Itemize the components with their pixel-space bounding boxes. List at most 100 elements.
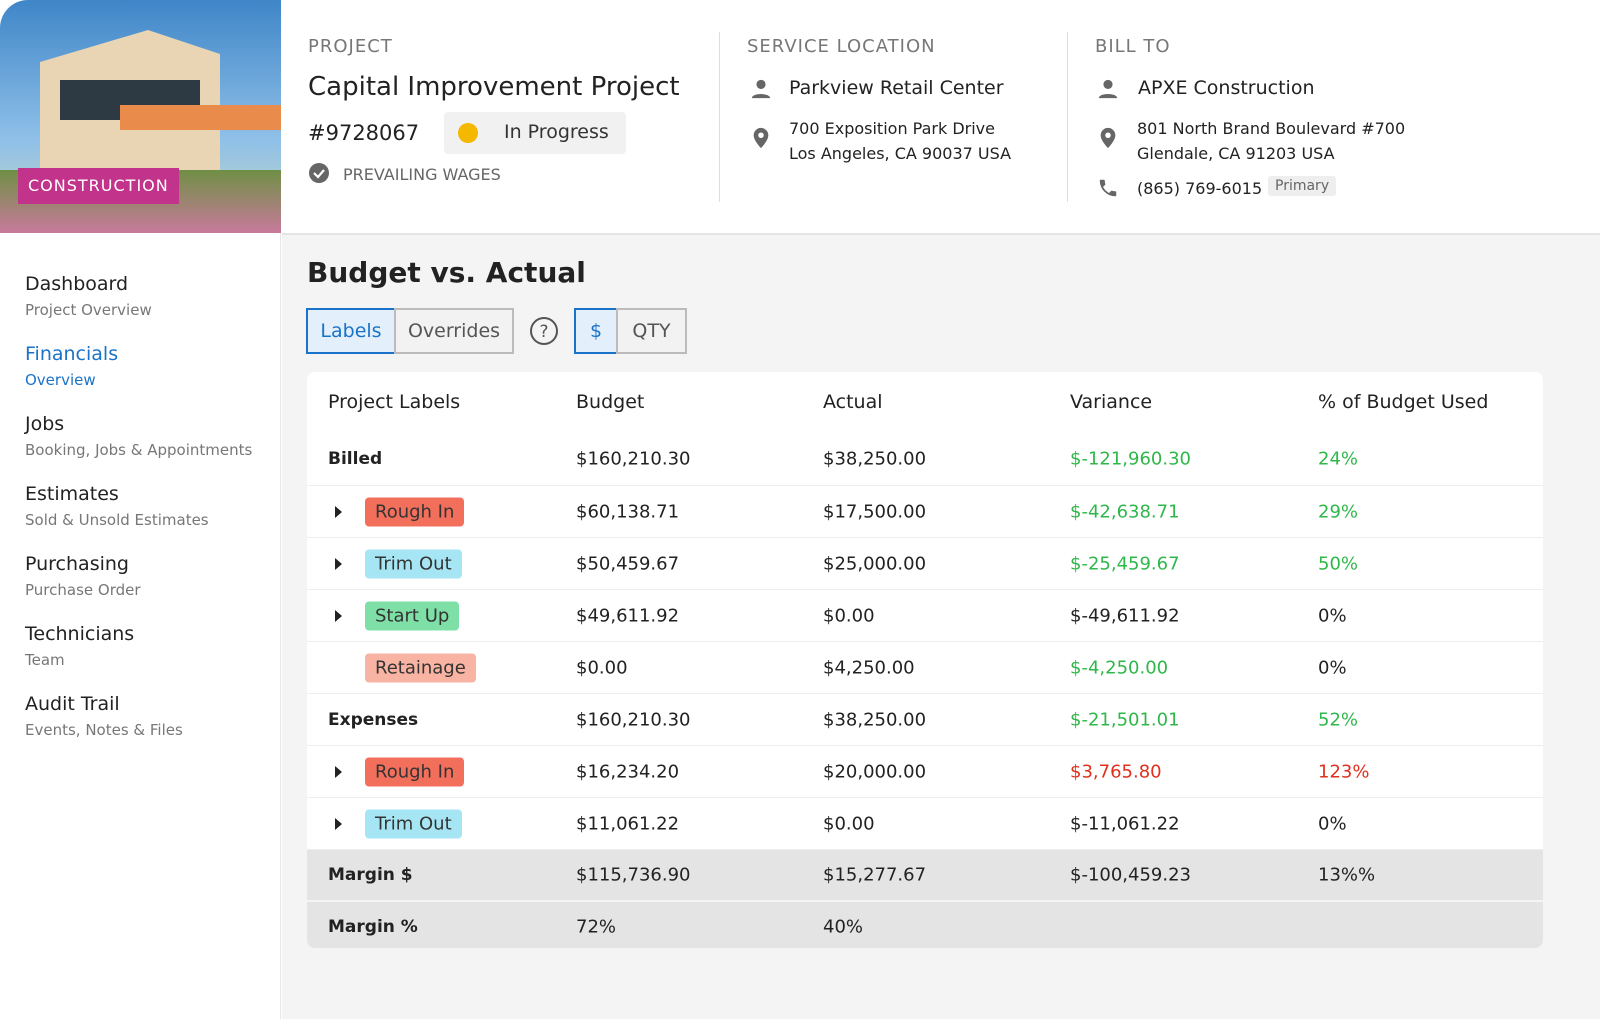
cell-value: $-42,638.71 [1070, 501, 1180, 522]
address-line: 801 North Brand Boulevard #700 [1137, 119, 1406, 138]
nav-item[interactable]: Technicians Team [25, 623, 134, 669]
person-icon [1098, 79, 1118, 99]
cell-value: $3,765.80 [1070, 761, 1162, 782]
column-header: Budget [576, 391, 645, 413]
table-row: Trim Out $50,459.67 $25,000.00 $-25,459.67 5… [307, 538, 1543, 590]
nav-title: Technicians [25, 623, 135, 645]
pin-icon [753, 127, 769, 149]
tab[interactable]: Labels [306, 308, 396, 354]
cell-value: $-11,061.22 [1070, 813, 1180, 834]
category-badge: CONSTRUCTION [18, 168, 179, 204]
nav-item[interactable]: Dashboard Project Overview [25, 273, 152, 319]
project-number: #9728067 [308, 121, 420, 145]
nav-item[interactable]: Audit Trail Events, Notes & Files [25, 693, 183, 739]
column-header: Actual [823, 391, 883, 413]
check-icon [309, 163, 329, 183]
nav-item[interactable]: Financials Overview [25, 343, 118, 389]
location-name: Parkview Retail Center [789, 77, 1004, 99]
cell-value: $-4,250.00 [1070, 657, 1169, 678]
column-header: % of Budget Used [1318, 391, 1489, 413]
table-row: Rough In $16,234.20 $20,000.00 $3,765.80 123… [307, 746, 1543, 798]
expand-caret[interactable] [335, 557, 342, 570]
cell-value: $0.00 [823, 605, 875, 626]
bill-name: APXE Construction [1138, 77, 1315, 99]
cell-value: $38,250.00 [823, 709, 927, 730]
nav-item[interactable]: Estimates Sold & Unsold Estimates [25, 483, 209, 529]
svg-text:?: ? [539, 322, 548, 342]
status: In Progress [504, 121, 609, 143]
cell-value: $60,138.71 [576, 501, 680, 522]
address-line: Glendale, CA 91203 USA [1137, 144, 1335, 163]
table-row: Rough In $60,138.71 $17,500.00 $-42,638.71 2… [307, 486, 1543, 538]
cell-value: $115,736.90 [576, 864, 691, 886]
cell-value: 72% [576, 916, 617, 938]
cell-value: $-21,501.01 [1070, 709, 1180, 730]
header-row: Project Labels Budget Actual Variance % of B… [307, 372, 1543, 432]
cell-value: 13%% [1318, 864, 1376, 886]
cell-value: 123% [1318, 761, 1370, 782]
cell-value: $17,500.00 [823, 501, 927, 522]
nav-subtitle: Overview [25, 371, 96, 389]
person-icon [751, 79, 771, 99]
expand-caret[interactable] [335, 817, 342, 830]
cell-value: $0.00 [823, 813, 875, 834]
nav-subtitle: Booking, Jobs & Appointments [25, 441, 253, 459]
cell-value: 40% [823, 916, 864, 938]
cell-value: $25,000.00 [823, 553, 927, 574]
row-label: Billed [328, 448, 383, 469]
phone-tag: Primary [1268, 176, 1337, 196]
unit-toggle[interactable]: $ [574, 308, 618, 354]
cell-value: 24% [1318, 448, 1359, 469]
nav-item[interactable]: Jobs Booking, Jobs & Appointments [25, 413, 252, 459]
nav-title: Purchasing [25, 553, 129, 575]
section-title: Budget vs. Actual [307, 256, 586, 289]
cell-value: $160,210.30 [576, 448, 691, 469]
expand-caret[interactable] [335, 765, 342, 778]
bill-heading: BILL TO [1095, 36, 1171, 57]
cell-value: $15,277.67 [823, 864, 927, 886]
location-heading: SERVICE LOCATION [747, 36, 936, 57]
wages-flag: PREVAILING WAGES [343, 165, 501, 184]
expand-caret[interactable] [335, 609, 342, 622]
row-label: Margin $ [328, 865, 413, 885]
cell-value: $-49,611.92 [1070, 605, 1180, 626]
status-pill: In Progress [444, 112, 626, 154]
help-icon[interactable]: ? [529, 316, 559, 346]
cell-value: $-121,960.30 [1070, 448, 1192, 469]
cell-value: $50,459.67 [576, 553, 680, 574]
label-tag: Retainage [365, 653, 476, 682]
phone[interactable]: (865) 769-6015 [1137, 179, 1263, 198]
divider [1067, 32, 1068, 202]
unit-toggle[interactable]: QTY [616, 308, 687, 354]
divider [719, 32, 720, 202]
cell-value: $11,061.22 [576, 813, 680, 834]
cell-value: 0% [1318, 605, 1347, 626]
table-row: Billed $160,210.30 $38,250.00 $-121,960.30 2… [307, 432, 1543, 486]
table-row: Retainage $0.00 $4,250.00 $-4,250.00 0% [307, 642, 1543, 694]
address-line: Los Angeles, CA 90037 USA [789, 144, 1012, 163]
project-heading: PROJECT [308, 36, 393, 57]
address-line: 700 Exposition Park Drive [789, 119, 995, 138]
project-name: Capital Improvement Project [308, 72, 680, 102]
cell-value: $20,000.00 [823, 761, 927, 782]
label-tag: Trim Out [365, 549, 462, 578]
cell-value: $16,234.20 [576, 761, 680, 782]
cell-value: 0% [1318, 657, 1347, 678]
cell-value: 50% [1318, 553, 1359, 574]
nav-subtitle: Team [25, 651, 65, 669]
sidebar: Dashboard Project Overview Financials Overv… [0, 233, 281, 1019]
bill-address: 801 North Brand Boulevard #700 Glendale, … [1137, 116, 1405, 166]
nav-subtitle: Events, Notes & Files [25, 721, 183, 739]
nav-item[interactable]: Purchasing Purchase Order [25, 553, 141, 599]
expand-caret[interactable] [335, 505, 342, 518]
label-tag: Start Up [365, 601, 460, 630]
tab[interactable]: Overrides [394, 308, 514, 354]
location-address: 700 Exposition Park Drive Los Angeles, CA… [789, 116, 1011, 166]
label-tag: Trim Out [365, 809, 462, 838]
cell-value: $0.00 [576, 657, 628, 678]
cell-value: 0% [1318, 813, 1347, 834]
row-label: Expenses [328, 709, 419, 730]
nav-title: Estimates [25, 483, 119, 505]
project-photo: CONSTRUCTION [0, 0, 281, 233]
cell-value: 29% [1318, 501, 1359, 522]
